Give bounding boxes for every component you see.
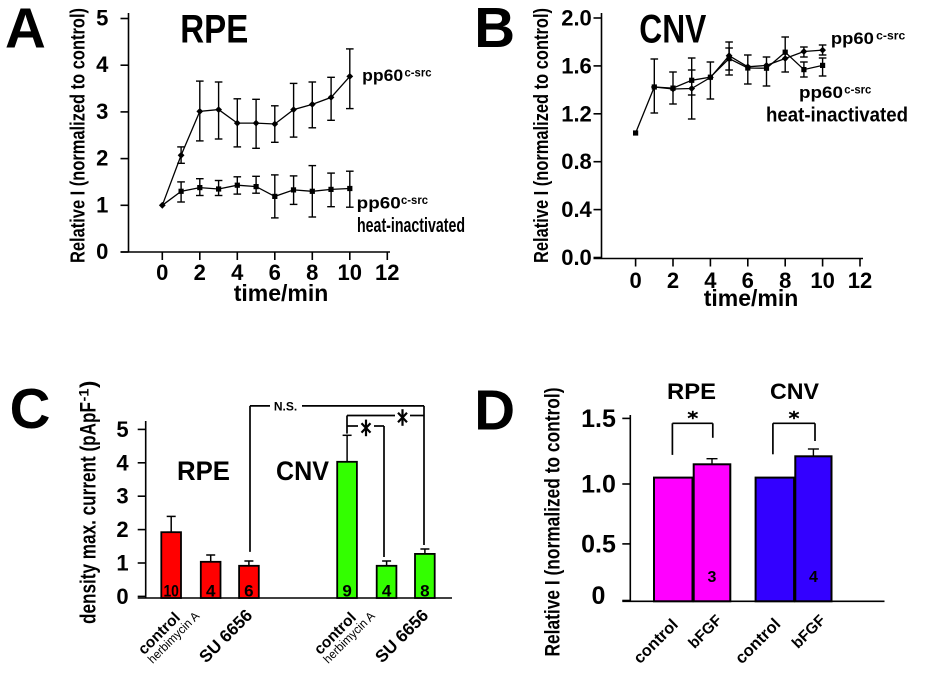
- svg-text:0: 0: [629, 268, 641, 293]
- svg-text:0: 0: [116, 584, 128, 609]
- svg-text:8: 8: [306, 260, 318, 285]
- svg-text:1.2: 1.2: [561, 101, 592, 126]
- svg-text:6: 6: [742, 268, 754, 293]
- svg-text:-1: -1: [76, 388, 92, 401]
- svg-text:density max. current (pApF: density max. current (pApF: [76, 402, 101, 624]
- svg-text:8: 8: [420, 582, 429, 601]
- svg-text:2: 2: [96, 146, 108, 171]
- svg-text:2: 2: [116, 517, 128, 542]
- svg-text:9: 9: [342, 582, 351, 601]
- svg-text:B: B: [474, 0, 515, 59]
- svg-text:4: 4: [96, 52, 109, 77]
- svg-text:0: 0: [96, 239, 108, 264]
- svg-text:5: 5: [116, 417, 128, 442]
- svg-text:10: 10: [163, 582, 179, 601]
- svg-text:1.0: 1.0: [581, 470, 616, 498]
- svg-text:4: 4: [231, 260, 244, 285]
- svg-text:time/min: time/min: [234, 280, 329, 306]
- svg-text:12: 12: [848, 268, 872, 293]
- svg-text:3: 3: [116, 484, 128, 509]
- svg-text:time/min: time/min: [704, 285, 799, 311]
- svg-text:C: C: [10, 377, 51, 440]
- svg-text:pp60: pp60: [362, 66, 403, 85]
- svg-text:CNV: CNV: [276, 456, 329, 486]
- svg-text:D: D: [474, 379, 515, 442]
- svg-text:): ): [76, 381, 101, 388]
- svg-text:6: 6: [269, 260, 281, 285]
- svg-text:4: 4: [206, 582, 216, 601]
- svg-text:2: 2: [194, 260, 206, 285]
- svg-text:0.0: 0.0: [561, 245, 592, 270]
- svg-text:CNV: CNV: [639, 7, 706, 51]
- svg-text:pp60: pp60: [799, 83, 843, 102]
- svg-text:4: 4: [382, 582, 392, 601]
- svg-text:6: 6: [244, 582, 253, 601]
- svg-text:A: A: [5, 0, 46, 60]
- svg-text:0.5: 0.5: [581, 530, 616, 558]
- svg-text:RPE: RPE: [667, 379, 716, 404]
- svg-text:0: 0: [156, 260, 168, 285]
- svg-text:RPE: RPE: [177, 456, 230, 486]
- svg-text:heat-inactivated: heat-inactivated: [766, 105, 908, 127]
- svg-text:0.4: 0.4: [561, 197, 592, 222]
- svg-text:10: 10: [338, 260, 362, 285]
- svg-text:c-src: c-src: [844, 83, 871, 97]
- svg-text:Relative I (normalized to cont: Relative I (normalized to control): [542, 388, 565, 657]
- svg-text:CNV: CNV: [770, 379, 819, 404]
- svg-text:0.8: 0.8: [561, 149, 592, 174]
- svg-text:1.5: 1.5: [581, 405, 616, 433]
- svg-text:12: 12: [375, 260, 399, 285]
- svg-text:4: 4: [116, 450, 129, 475]
- svg-text:pp60: pp60: [831, 29, 874, 48]
- svg-text:5: 5: [96, 6, 108, 31]
- svg-text:2: 2: [667, 268, 679, 293]
- svg-text:1: 1: [96, 192, 108, 217]
- svg-text:0: 0: [592, 582, 606, 610]
- svg-text:c-src: c-src: [876, 29, 905, 43]
- svg-text:heat-inactivated: heat-inactivated: [357, 215, 465, 237]
- svg-text:c-src: c-src: [401, 193, 428, 207]
- svg-text:N.S.: N.S.: [274, 399, 297, 413]
- svg-text:4: 4: [704, 268, 717, 293]
- svg-text:4: 4: [809, 569, 818, 586]
- svg-text:1.6: 1.6: [561, 53, 592, 78]
- svg-text:Relative I (normalized to cont: Relative I (normalized to control): [68, 8, 90, 263]
- svg-text:pp60: pp60: [357, 194, 401, 213]
- svg-text:3: 3: [708, 569, 717, 586]
- svg-text:Relative I (normalized to cont: Relative I (normalized to control): [531, 8, 553, 263]
- svg-text:c-src: c-src: [405, 66, 432, 80]
- svg-text:RPE: RPE: [180, 8, 248, 52]
- svg-text:2.0: 2.0: [561, 6, 592, 31]
- svg-text:8: 8: [779, 268, 791, 293]
- svg-text:10: 10: [810, 268, 834, 293]
- svg-text:1: 1: [116, 551, 128, 576]
- svg-text:3: 3: [96, 99, 108, 124]
